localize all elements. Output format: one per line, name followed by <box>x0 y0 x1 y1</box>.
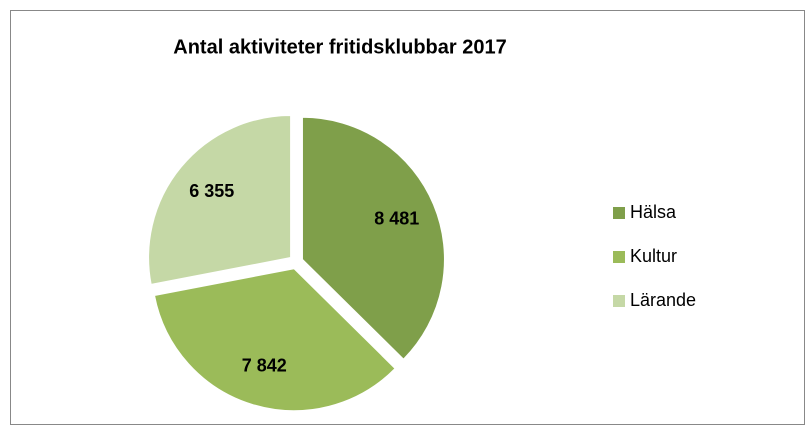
data-label: 7 842 <box>242 355 287 375</box>
legend-swatch <box>613 251 625 263</box>
pie-slice <box>301 116 445 360</box>
legend-swatch <box>613 207 625 219</box>
legend-label: Kultur <box>630 246 677 266</box>
chart-title: Antal aktiviteter fritidsklubbar 2017 <box>173 36 506 58</box>
legend-label: Lärande <box>630 290 696 310</box>
legend-label: Hälsa <box>630 202 677 222</box>
data-label: 6 355 <box>189 181 234 201</box>
data-label: 8 481 <box>374 209 419 229</box>
pie-slice <box>148 115 292 285</box>
pie-slice <box>153 268 396 412</box>
legend-swatch <box>613 295 625 307</box>
